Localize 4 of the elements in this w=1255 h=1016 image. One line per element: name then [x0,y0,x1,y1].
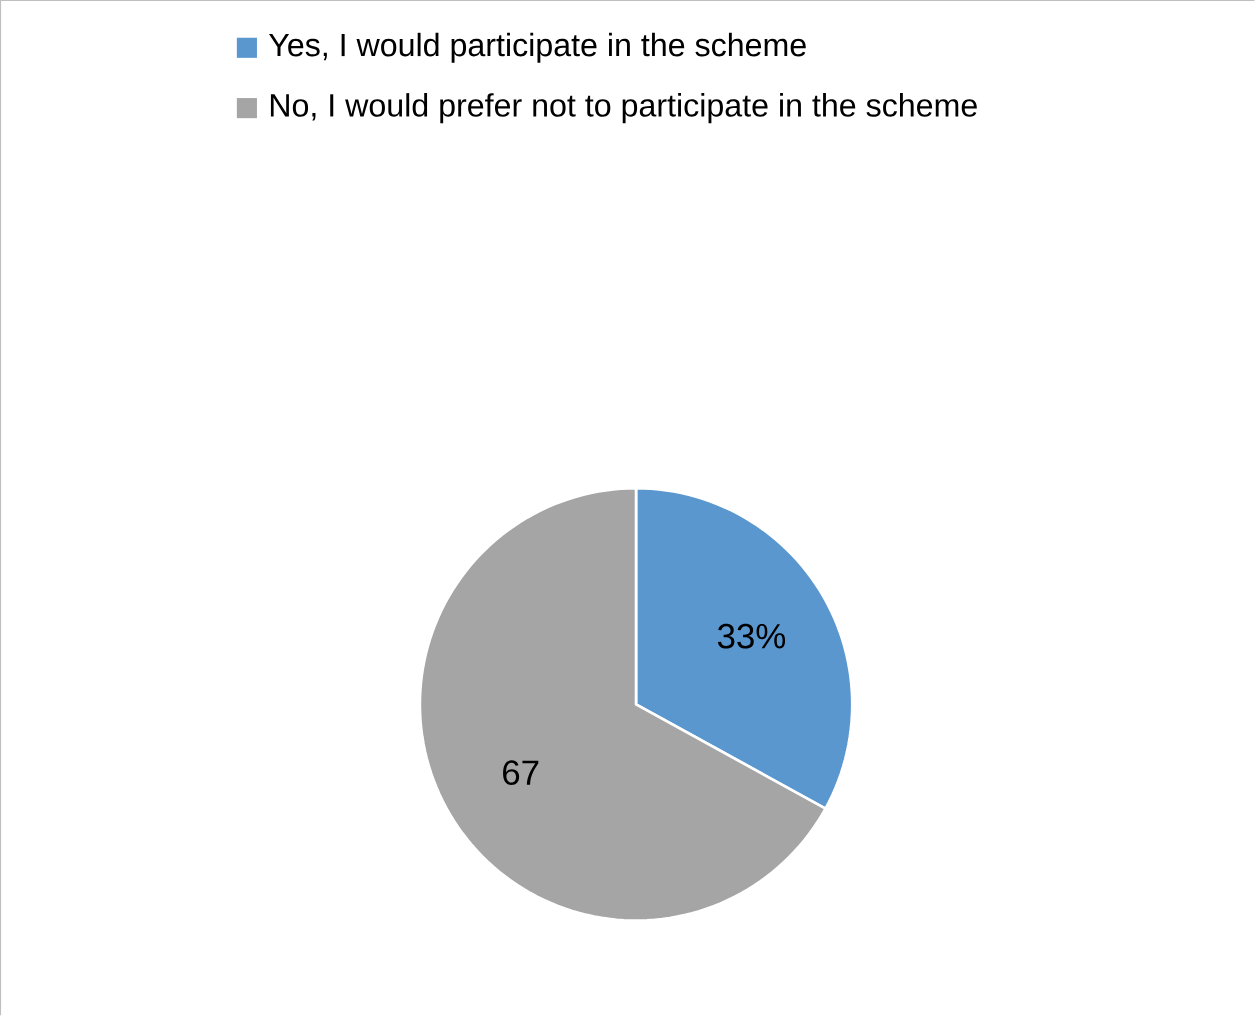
data-label: 33% [717,623,786,649]
data-label: 67 [503,760,539,786]
legend-label: No, I would prefer not to participate in the scheme [270,93,977,124]
legend-label: Yes, I would participate in the scheme [269,32,806,63]
